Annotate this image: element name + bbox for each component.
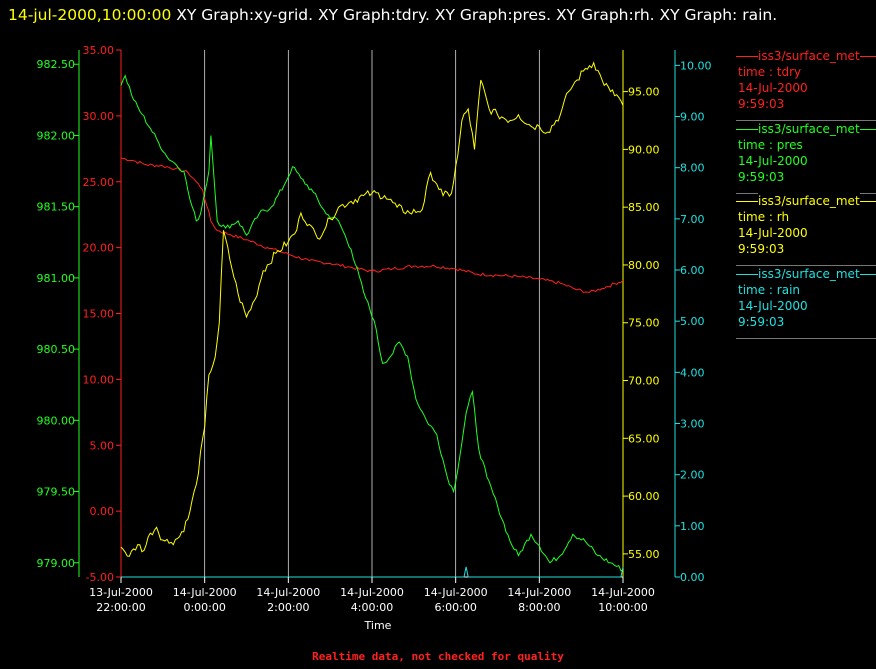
x-tick-label-time: 10:00:00	[598, 601, 647, 614]
tdry-tick-label: 10.00	[83, 373, 115, 386]
x-tick-label-date: 14-Jul-2000	[173, 586, 237, 599]
rain-tick-label: 1.00	[680, 520, 705, 533]
x-tick-label-time: 8:00:00	[518, 601, 560, 614]
quality-note: Realtime data, not checked for quality	[312, 650, 564, 663]
rain-tick-label: 4.00	[680, 366, 705, 379]
pres-tick-label: 981.50	[37, 201, 76, 214]
x-axis-label: Time	[364, 619, 392, 632]
x-tick-label-date: 13-Jul-2000	[89, 586, 153, 599]
legend-entry: iss3/surface_met time : rh 14-Jul-2000 9:59…	[736, 193, 876, 266]
legend-time: 9:59:03	[738, 242, 785, 256]
legend-source: iss3/surface_met	[758, 266, 860, 282]
rain-tick-label: 10.00	[680, 59, 712, 72]
rain-tick-label: 3.00	[680, 418, 705, 431]
x-tick-label-time: 2:00:00	[267, 601, 309, 614]
legend-source: iss3/surface_met	[758, 193, 860, 209]
legend-time: 9:59:03	[738, 315, 785, 329]
tdry-tick-label: 20.00	[83, 242, 115, 255]
legend-entry: iss3/surface_met time : pres 14-Jul-2000 9:…	[736, 121, 876, 194]
tdry-tick-label: 35.00	[83, 44, 115, 57]
legend-date: 14-Jul-2000	[738, 154, 808, 168]
x-tick-label-date: 14-Jul-2000	[340, 586, 404, 599]
x-tick-label-time: 22:00:00	[96, 601, 145, 614]
pres-tick-label: 981.00	[37, 272, 76, 285]
ticks-layer: 13-Jul-2000 22:00:00 14-Jul-2000 0:00:00 14-…	[37, 44, 712, 614]
tdry-tick-label: 25.00	[83, 176, 115, 189]
legend-time: 9:59:03	[738, 170, 785, 184]
legend-divider	[736, 265, 876, 266]
rh-tick-label: 85.00	[628, 201, 660, 214]
legend-entry: iss3/surface_met time : rain 14-Jul-2000 9:…	[736, 266, 876, 339]
tdry-tick-label: 30.00	[83, 110, 115, 123]
x-tick-label-time: 0:00:00	[183, 601, 225, 614]
legend-divider	[736, 338, 876, 339]
legend-entry-header: iss3/surface_met	[736, 121, 876, 137]
window-title: 14-jul-2000,10:00:00 XY Graph:xy-grid. X…	[8, 2, 868, 29]
title-graph-list: XY Graph:xy-grid. XY Graph:tdry. XY Grap…	[176, 6, 778, 24]
legend-var: time : pres	[738, 138, 803, 152]
x-tick-label-time: 4:00:00	[351, 601, 393, 614]
legend-entry-header: iss3/surface_met	[736, 48, 876, 64]
pres-tick-label: 980.00	[37, 414, 76, 427]
rh-tick-label: 65.00	[628, 432, 660, 445]
legend-date: 14-Jul-2000	[738, 226, 808, 240]
legend-entry: iss3/surface_met time : tdry 14-Jul-2000 9:…	[736, 48, 876, 121]
x-tick-label-time: 6:00:00	[434, 601, 476, 614]
x-tick-label-date: 14-Jul-2000	[424, 586, 488, 599]
legend-source: iss3/surface_met	[758, 48, 860, 64]
series-line-rh	[120, 61, 624, 557]
series-line-pres	[120, 74, 624, 572]
legend-var: time : rh	[738, 210, 790, 224]
rh-tick-label: 60.00	[628, 490, 660, 503]
x-tick-label-date: 14-Jul-2000	[507, 586, 571, 599]
axes-layer	[78, 50, 676, 578]
legend-date: 14-Jul-2000	[738, 299, 808, 313]
legend-var: time : rain	[738, 283, 801, 297]
tdry-tick-label: 5.00	[90, 439, 115, 452]
tdry-tick-label: 15.00	[83, 308, 115, 321]
rh-tick-label: 80.00	[628, 259, 660, 272]
rain-tick-label: 0.00	[680, 571, 705, 584]
rain-tick-label: 2.00	[680, 469, 705, 482]
rain-tick-label: 7.00	[680, 213, 705, 226]
series-line-tdry	[120, 157, 624, 294]
legend-entry-header: iss3/surface_met	[736, 266, 876, 282]
rain-tick-label: 9.00	[680, 111, 705, 124]
rh-tick-label: 70.00	[628, 375, 660, 388]
pres-tick-label: 982.50	[37, 58, 76, 71]
rain-tick-label: 6.00	[680, 264, 705, 277]
legend-date: 14-Jul-2000	[738, 81, 808, 95]
tdry-tick-label: -5.00	[86, 571, 114, 584]
pres-tick-label: 979.00	[37, 557, 76, 570]
rh-tick-label: 55.00	[628, 548, 660, 561]
tdry-tick-label: 0.00	[90, 505, 115, 518]
pres-tick-label: 979.50	[37, 486, 76, 499]
pres-tick-label: 982.00	[37, 129, 76, 142]
rain-tick-label: 8.00	[680, 162, 705, 175]
legend-source: iss3/surface_met	[758, 121, 860, 137]
x-tick-label-date: 14-Jul-2000	[591, 586, 655, 599]
rh-tick-label: 75.00	[628, 317, 660, 330]
rain-tick-label: 5.00	[680, 315, 705, 328]
rh-tick-label: 90.00	[628, 143, 660, 156]
legend-time: 9:59:03	[738, 97, 785, 111]
legend-divider	[736, 120, 876, 121]
rh-tick-label: 95.00	[628, 86, 660, 99]
grid-layer	[204, 50, 540, 577]
title-timestamp: 14-jul-2000,10:00:00	[8, 6, 172, 24]
legend-entry-header: iss3/surface_met	[736, 193, 876, 209]
pres-tick-label: 980.50	[37, 343, 76, 356]
legend-var: time : tdry	[738, 65, 802, 79]
x-tick-label-date: 14-Jul-2000	[256, 586, 320, 599]
